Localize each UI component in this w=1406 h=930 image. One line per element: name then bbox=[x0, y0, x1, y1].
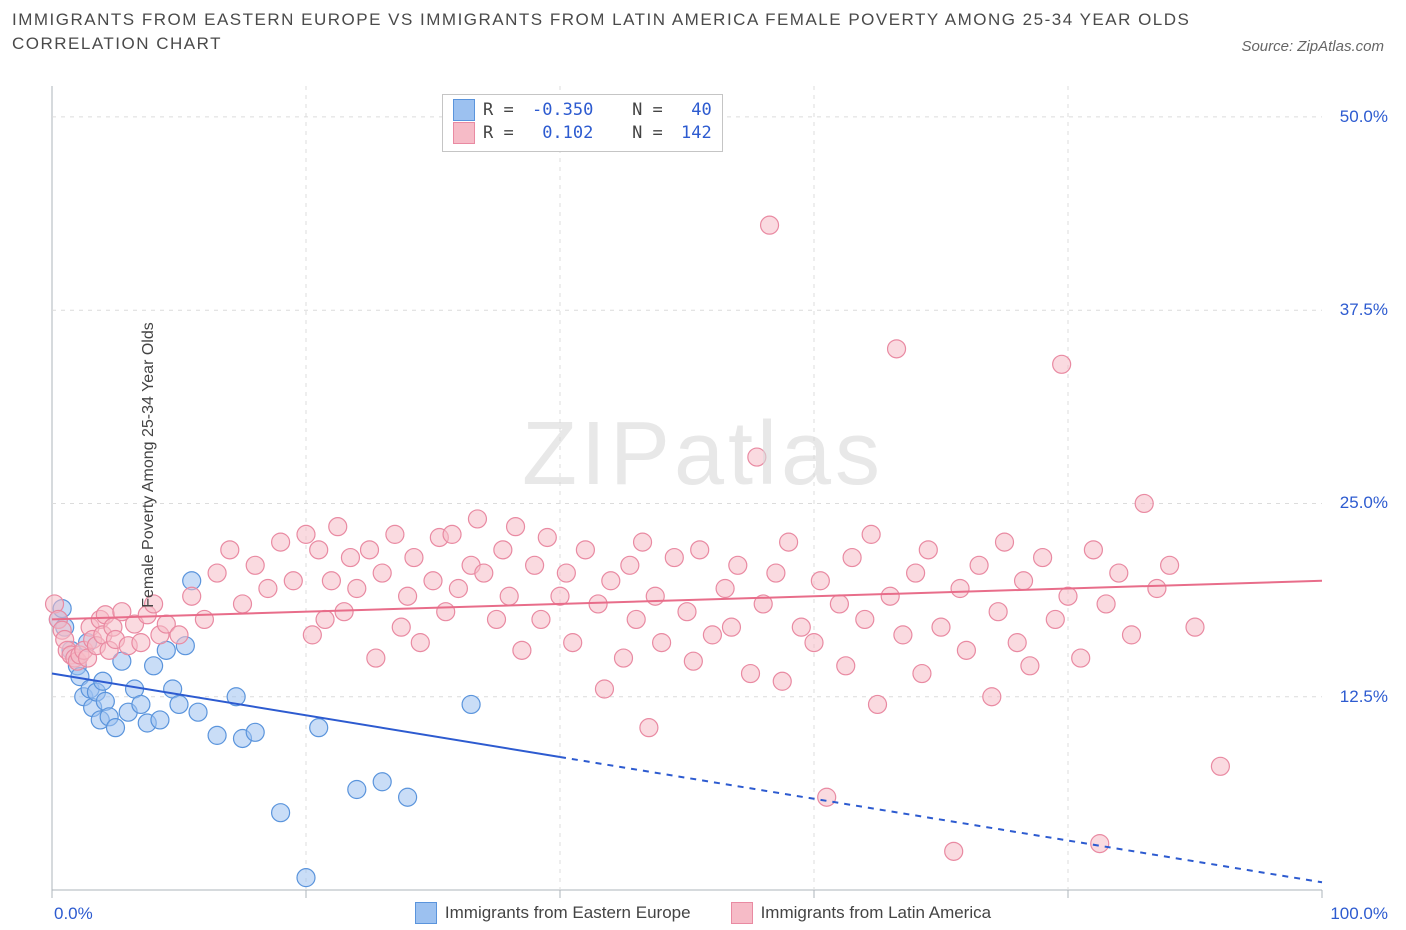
y-axis-label: Female Poverty Among 25-34 Year Olds bbox=[140, 322, 158, 608]
stats-row: R = 0.102 N = 142 bbox=[453, 122, 712, 145]
legend-item-latin-america: Immigrants from Latin America bbox=[731, 902, 992, 924]
stats-swatch-icon bbox=[453, 122, 475, 144]
y-tick-label: 50.0% bbox=[1340, 107, 1388, 127]
stats-swatch-icon bbox=[453, 99, 475, 121]
y-tick-label: 12.5% bbox=[1340, 687, 1388, 707]
legend-swatch-icon bbox=[731, 902, 753, 924]
correlation-stats-box: R = -0.350 N = 40R = 0.102 N = 142 bbox=[442, 94, 723, 152]
legend-label: Immigrants from Latin America bbox=[761, 903, 992, 923]
stats-row: R = -0.350 N = 40 bbox=[453, 99, 712, 122]
y-tick-label: 25.0% bbox=[1340, 493, 1388, 513]
y-tick-label: 37.5% bbox=[1340, 300, 1388, 320]
legend-item-eastern-europe: Immigrants from Eastern Europe bbox=[415, 902, 691, 924]
legend-swatch-icon bbox=[415, 902, 437, 924]
legend-label: Immigrants from Eastern Europe bbox=[445, 903, 691, 923]
bottom-legend: Immigrants from Eastern Europe Immigrant… bbox=[0, 902, 1406, 924]
